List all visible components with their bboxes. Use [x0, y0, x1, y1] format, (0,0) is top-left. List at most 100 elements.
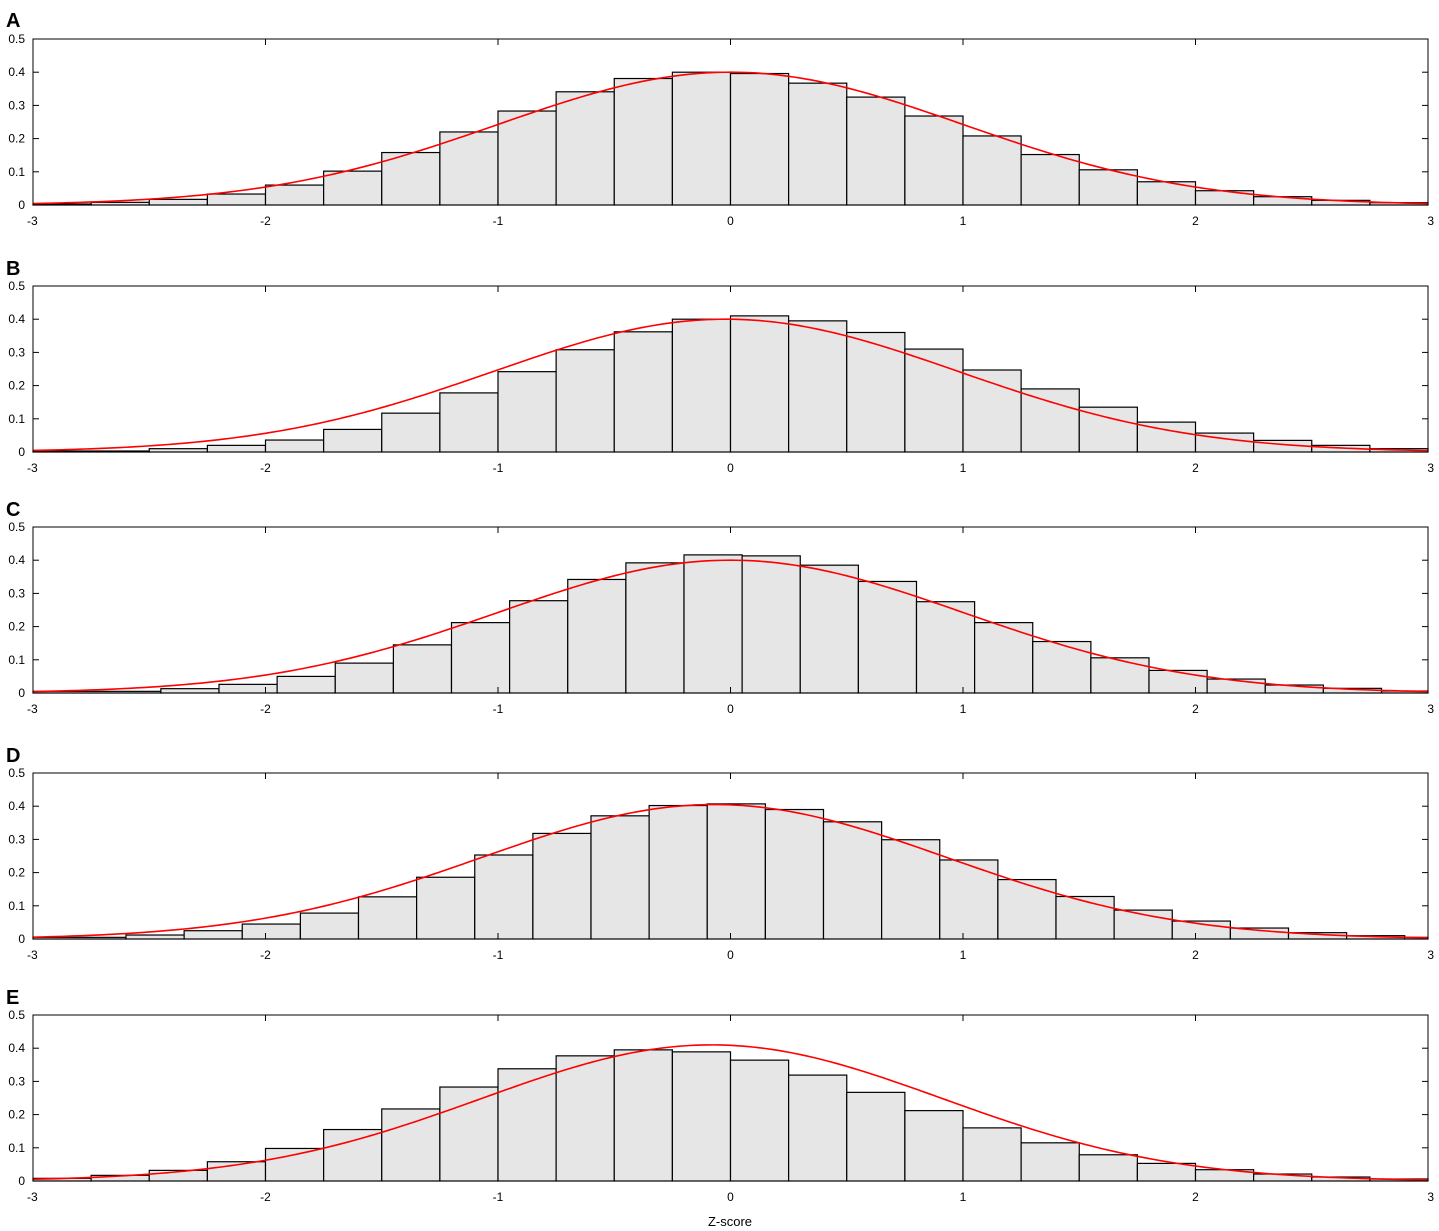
histogram-panel-b: B -3 -2 -1 0 1 2 3 0 0.1 0.2 0.3 0.4 0.5 — [6, 258, 1434, 475]
histogram-bar — [497, 1068, 557, 1182]
histogram-bar — [1078, 406, 1138, 453]
histogram-bar — [439, 1086, 499, 1182]
histogram-panel-a: A -3 -2 -1 0 1 2 3 0 0.1 0.2 0.3 0.4 0.5 — [6, 10, 1434, 228]
histogram-bar — [915, 601, 976, 694]
panel-label: E — [6, 987, 19, 1009]
histogram-bar — [799, 564, 859, 694]
y-tick-label: 0 — [18, 445, 25, 459]
x-tick-label: 1 — [960, 461, 967, 475]
x-tick-label: -3 — [27, 1190, 38, 1204]
histogram-bar — [264, 184, 325, 206]
histogram-bar — [567, 578, 627, 694]
y-tick-label: 0.1 — [8, 1141, 25, 1155]
histogram-bar — [125, 934, 185, 940]
panel-label: B — [6, 258, 20, 280]
normal-curve — [32, 559, 1429, 693]
x-tick-label: 1 — [960, 214, 967, 228]
x-tick-label: 2 — [1192, 948, 1199, 962]
histogram-bar — [1020, 388, 1080, 453]
histogram-bar — [846, 331, 906, 453]
y-tick-label: 0.4 — [8, 312, 25, 326]
histogram-bar — [392, 644, 453, 694]
histogram-bar — [206, 193, 267, 206]
histogram-bar — [683, 554, 743, 694]
histogram-bar — [474, 854, 534, 940]
histogram-bar — [1020, 1142, 1080, 1182]
y-tick-label: 0.3 — [8, 345, 25, 359]
histogram-panel-c: C -3 -2 -1 0 1 2 3 0 0.1 0.2 0.3 0.4 0.5 — [6, 499, 1434, 716]
y-tick-label: 0.2 — [8, 620, 25, 634]
y-tick-label: 0.5 — [8, 1008, 25, 1022]
y-tick-label: 0.5 — [8, 766, 25, 780]
histogram-bar — [450, 622, 511, 694]
y-tick-label: 0 — [18, 932, 25, 946]
histogram-bar — [183, 930, 243, 940]
bar-series — [32, 71, 1429, 206]
histogram-bar — [299, 912, 360, 940]
normal-curve — [32, 71, 1429, 205]
histogram-bar — [822, 821, 883, 940]
x-tick-label: -2 — [260, 948, 271, 962]
x-tick-label: 1 — [960, 702, 967, 716]
y-tick-label: 0.3 — [8, 586, 25, 600]
x-tick-label: 0 — [727, 461, 734, 475]
histogram-bar — [439, 392, 499, 453]
normal-curve — [32, 1044, 1429, 1181]
normal-curve — [32, 803, 1429, 939]
histogram-bar — [741, 555, 801, 694]
histogram-bar — [276, 675, 336, 694]
y-tick-label: 0.5 — [8, 520, 25, 534]
histogram-bar — [323, 1128, 383, 1182]
y-tick-label: 0.2 — [8, 866, 25, 880]
x-tick-label: -3 — [27, 461, 38, 475]
y-tick-label: 0 — [18, 1174, 25, 1188]
x-tick-label: -1 — [493, 1190, 504, 1204]
histogram-bar — [788, 1074, 848, 1182]
panel-label: D — [6, 745, 20, 767]
histogram-bar — [671, 318, 732, 453]
histogram-bar — [1078, 169, 1138, 206]
y-tick-label: 0 — [18, 686, 25, 700]
histogram-bar — [613, 1049, 673, 1182]
x-tick-label: 3 — [1427, 461, 1434, 475]
histogram-bar — [1078, 1154, 1138, 1182]
histogram-bar — [218, 683, 278, 694]
histogram-bar — [148, 198, 208, 206]
histogram-bar — [671, 71, 732, 206]
histogram-bar — [1020, 153, 1080, 206]
panel-label: A — [6, 10, 20, 32]
histogram-bar — [857, 580, 918, 694]
histogram-bar — [706, 803, 766, 940]
y-tick-label: 0.4 — [8, 65, 25, 79]
x-tick-label: -1 — [493, 214, 504, 228]
x-tick-label: -1 — [493, 702, 504, 716]
x-tick-label: 0 — [727, 1190, 734, 1204]
histogram-bar — [729, 1059, 790, 1182]
histogram-bar — [974, 622, 1034, 694]
histogram-bar — [788, 320, 848, 453]
histogram-bar — [846, 1091, 906, 1182]
histogram-bar — [334, 662, 394, 694]
histogram-bar — [764, 808, 825, 940]
x-tick-label: -2 — [260, 1190, 271, 1204]
x-tick-label: 0 — [727, 702, 734, 716]
x-tick-label: -3 — [27, 214, 38, 228]
histogram-bar — [613, 77, 673, 206]
histogram-bar — [439, 131, 499, 206]
y-tick-label: 0.2 — [8, 379, 25, 393]
histogram-bar — [997, 878, 1057, 940]
panel-label: C — [6, 499, 20, 521]
y-tick-label: 0.2 — [8, 1108, 25, 1122]
x-tick-label: 3 — [1427, 1190, 1434, 1204]
x-tick-label: 3 — [1427, 702, 1434, 716]
x-tick-label: 2 — [1192, 461, 1199, 475]
histogram-bar — [555, 349, 615, 453]
y-tick-label: 0 — [18, 198, 25, 212]
histogram-bar — [555, 1055, 615, 1182]
y-tick-label: 0.4 — [8, 1041, 25, 1055]
histogram-bar — [613, 331, 673, 453]
x-tick-label: -3 — [27, 702, 38, 716]
histogram-bar — [904, 115, 964, 206]
histogram-bar — [1090, 657, 1150, 694]
